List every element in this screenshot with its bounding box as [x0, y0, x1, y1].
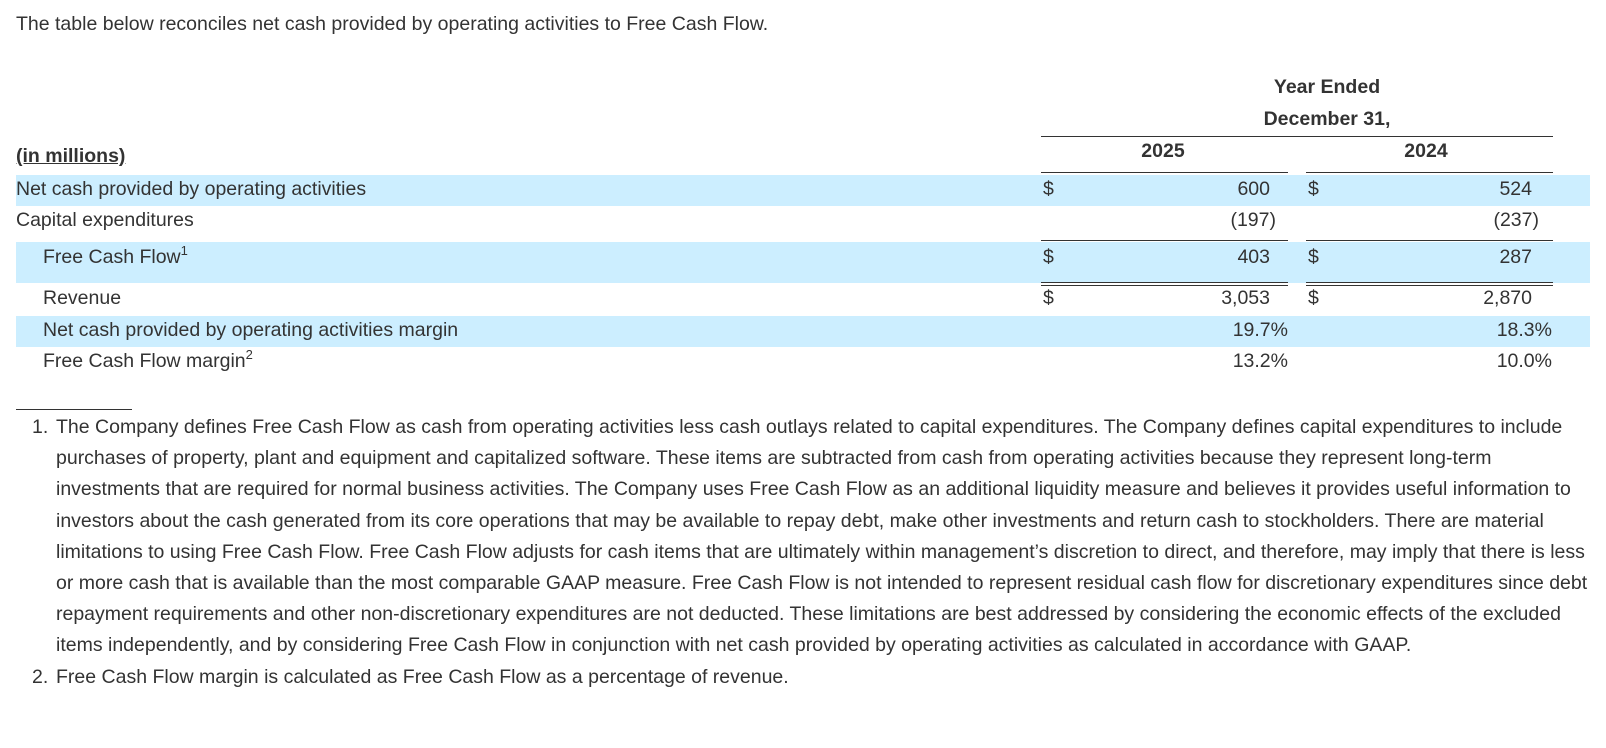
row-value-2024: 18.3%	[1496, 319, 1552, 341]
footnote-ref-1: 1	[180, 242, 188, 258]
year-2024-header: 2024	[1404, 140, 1448, 162]
row-value-2025: 19.7%	[1232, 319, 1288, 341]
subtotal-rule-2024	[1306, 240, 1553, 241]
units-label: (in millions)	[16, 145, 126, 167]
row-value-2025: 600	[1237, 178, 1270, 200]
total-rule-2025-a	[1041, 282, 1288, 283]
footnote-2: 2. Free Cash Flow margin is calculated a…	[16, 662, 1588, 693]
footnote-divider	[16, 409, 132, 410]
year-2025-header: 2025	[1141, 140, 1185, 162]
row-dollar-2025: $	[1043, 178, 1054, 200]
year-2024-underline	[1306, 172, 1553, 173]
row-value-2025: 13.2%	[1232, 350, 1288, 372]
year-2025-underline	[1041, 172, 1288, 173]
row-value-2024: 524	[1499, 178, 1532, 200]
footnote-marker: 2.	[32, 665, 49, 688]
row-label-revenue: Revenue	[43, 287, 122, 309]
row-band-3	[16, 242, 1590, 283]
total-rule-2024-b	[1306, 285, 1553, 286]
row-value-2024: 287	[1499, 246, 1532, 268]
row-label-fcf-margin: Free Cash Flow margin2	[43, 346, 253, 373]
row-label-operating-margin: Net cash provided by operating activitie…	[43, 319, 459, 341]
footnotes-list: 1. The Company defines Free Cash Flow as…	[16, 412, 1588, 693]
december-header: December 31,	[1263, 108, 1391, 130]
footnote-text: The Company defines Free Cash Flow as ca…	[56, 416, 1588, 657]
total-rule-2024-a	[1306, 282, 1553, 283]
row-value-2024: (237)	[1493, 209, 1539, 231]
subtotal-rule-2025	[1041, 240, 1288, 241]
footnote-text: Free Cash Flow margin is calculated as F…	[56, 665, 789, 688]
row-dollar-2024: $	[1308, 178, 1319, 200]
header-divider	[1041, 136, 1553, 137]
row-band-1	[16, 175, 1590, 206]
year-ended-header: Year Ended	[1273, 76, 1381, 98]
row-band-5	[16, 316, 1590, 347]
footnote-marker: 1.	[32, 416, 49, 438]
row-dollar-2024: $	[1308, 246, 1319, 268]
row-value-2025: 403	[1237, 246, 1270, 268]
row-dollar-2025: $	[1043, 287, 1054, 309]
footnote-1: 1. The Company defines Free Cash Flow as…	[16, 412, 1588, 662]
row-value-2025: 3,053	[1221, 287, 1270, 309]
row-dollar-2025: $	[1043, 246, 1054, 268]
row-label-operating-cash: Net cash provided by operating activitie…	[16, 178, 367, 200]
row-value-2024: 10.0%	[1496, 350, 1552, 372]
row-label-free-cash-flow: Free Cash Flow1	[43, 242, 188, 269]
intro-text: The table below reconciles net cash prov…	[16, 13, 769, 35]
row-label-capex: Capital expenditures	[16, 209, 194, 231]
row-value-2024: 2,870	[1483, 287, 1532, 309]
row-dollar-2024: $	[1308, 287, 1319, 309]
row-value-2025: (197)	[1230, 209, 1276, 231]
total-rule-2025-b	[1041, 285, 1288, 286]
footnote-ref-2: 2	[245, 346, 253, 362]
